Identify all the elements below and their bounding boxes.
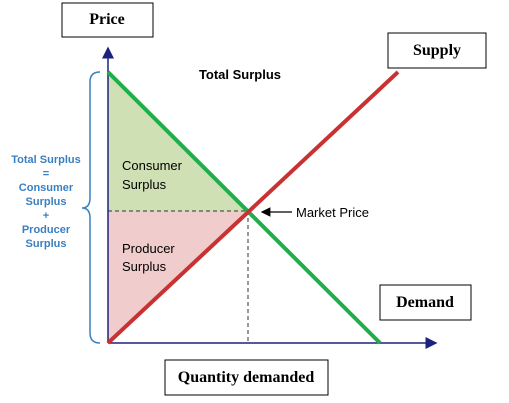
supply-label: Supply — [413, 42, 461, 59]
brace-label: Surplus — [26, 238, 67, 250]
supply-box — [387, 32, 487, 69]
consumer-label: Consumer — [122, 158, 183, 173]
supply-curve — [106, 70, 400, 345]
price-box — [61, 2, 154, 38]
y-axis-label: Price — [89, 11, 125, 28]
demand-box — [379, 284, 472, 321]
quantity-box — [164, 359, 329, 396]
consumer-label: Surplus — [122, 177, 167, 192]
brace-label: Consumer — [19, 182, 74, 194]
brace-label: Total Surplus — [11, 154, 80, 166]
market-price-label: Market Price — [296, 205, 369, 220]
brace-label: + — [43, 210, 49, 222]
producer-label: Surplus — [122, 259, 167, 274]
demand-curve — [106, 70, 382, 345]
brace — [81, 71, 101, 344]
demand-label: Demand — [396, 294, 454, 311]
brace-label: = — [43, 168, 49, 180]
x-axis-label: Quantity demanded — [178, 369, 315, 386]
title: Total Surplus — [199, 67, 281, 82]
producer-label: Producer — [122, 241, 175, 256]
brace-label: Producer — [22, 224, 71, 236]
brace-label: Surplus — [26, 196, 67, 208]
